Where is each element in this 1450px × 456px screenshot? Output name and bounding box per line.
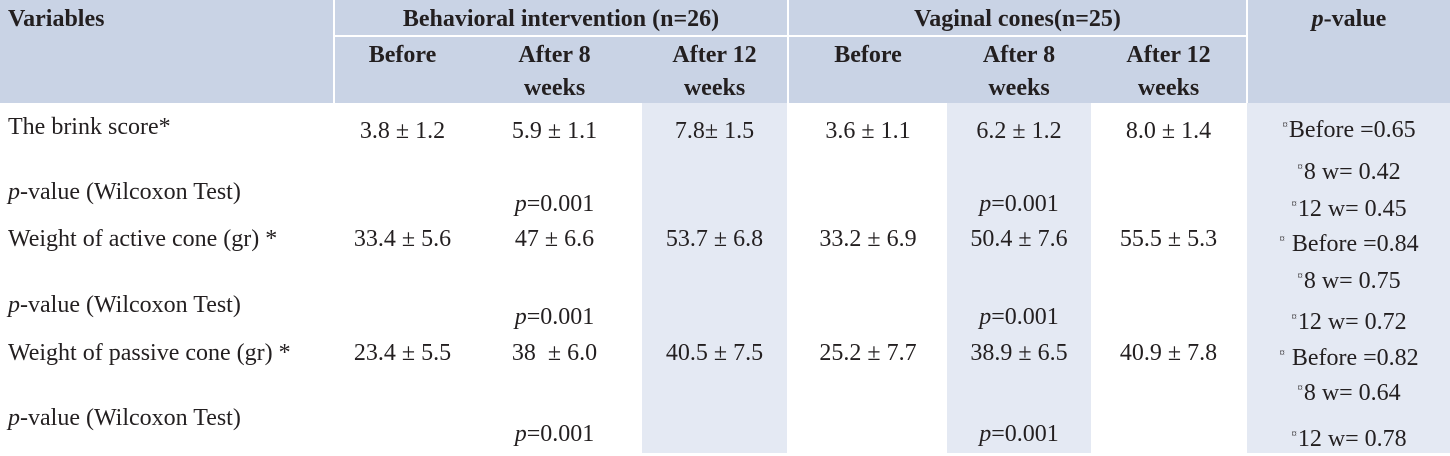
header-variables: Variables — [8, 6, 105, 32]
cell-passive-vc-pvalue: p=0.001 — [979, 421, 1059, 447]
subheader-vc-8w-line2: weeks — [988, 75, 1050, 101]
cell-passive-vc-8w: 38.9 ± 6.5 — [970, 340, 1068, 366]
row-label-passive-pvalue: p-value (Wilcoxon Test) — [8, 405, 241, 431]
cell-passive-vc-before: 25.2 ± 7.7 — [819, 340, 917, 366]
pvalue-passive-8w: ¤8 w= 0.64 — [1297, 380, 1401, 406]
row-label-passive-cone: Weight of passive cone (gr) * — [8, 340, 291, 366]
header-background — [0, 0, 1450, 103]
cell-brink-vc-pvalue: p=0.001 — [979, 191, 1059, 217]
cell-brink-bi-pvalue: p=0.001 — [514, 191, 595, 217]
header-hline-group — [333, 35, 1248, 37]
cell-active-bi-12w: 53.7 ± 6.8 — [665, 226, 764, 252]
cell-active-bi-8w: 47 ± 6.6 — [514, 226, 595, 252]
header-vline-3 — [1246, 0, 1248, 103]
cell-active-vc-12w: 55.5 ± 5.3 — [1119, 226, 1218, 252]
subheader-vc-12w-line2: weeks — [1137, 75, 1200, 101]
subheader-vc-8w-line1: After 8 — [982, 42, 1056, 68]
cell-passive-bi-12w: 40.5 ± 7.5 — [665, 340, 764, 366]
subheader-bi-8w-line1: After 8 — [518, 42, 591, 68]
header-pvalue: p-value — [1311, 6, 1387, 32]
subheader-bi-12w-line2: weeks — [683, 75, 746, 101]
cell-passive-bi-before: 23.4 ± 5.5 — [353, 340, 452, 366]
shaded-column-pvalue — [1247, 103, 1450, 453]
cell-active-vc-before: 33.2 ± 6.9 — [819, 226, 917, 252]
pvalue-passive-before: ¤ Before =0.82 — [1279, 345, 1419, 371]
pvalue-active-8w: ¤8 w= 0.75 — [1297, 268, 1401, 294]
row-label-brink: The brink score* — [8, 114, 171, 140]
header-vline-1 — [333, 0, 335, 103]
pvalue-passive-12w: ¤12 w= 0.78 — [1291, 426, 1407, 452]
subheader-bi-before: Before — [368, 42, 437, 68]
cell-passive-vc-12w: 40.9 ± 7.8 — [1119, 340, 1218, 366]
cell-brink-vc-12w: 8.0 ± 1.4 — [1125, 118, 1212, 144]
cell-brink-vc-8w: 6.2 ± 1.2 — [976, 118, 1062, 144]
header-group-behavioral: Behavioral intervention (n=26) — [402, 6, 720, 32]
pvalue-brink-before: ¤Before =0.65 — [1282, 117, 1416, 143]
cell-passive-bi-8w: 38 ± 6.0 — [511, 340, 598, 366]
subheader-vc-12w-line1: After 12 — [1126, 42, 1211, 68]
pvalue-active-before: ¤ Before =0.84 — [1279, 231, 1419, 257]
cell-active-bi-pvalue: p=0.001 — [514, 304, 595, 330]
row-label-active-cone: Weight of active cone (gr) * — [8, 226, 278, 252]
shaded-column-vc-8w — [947, 103, 1091, 453]
pvalue-active-12w: ¤12 w= 0.72 — [1291, 309, 1407, 335]
cell-brink-bi-12w: 7.8± 1.5 — [674, 118, 755, 144]
subheader-bi-8w-line2: weeks — [523, 75, 586, 101]
header-group-vaginal-cones: Vaginal cones(n=25) — [914, 6, 1121, 32]
pvalue-brink-8w: ¤8 w= 0.42 — [1297, 159, 1401, 185]
cell-brink-bi-8w: 5.9 ± 1.1 — [511, 118, 598, 144]
shaded-column-bi-12w — [642, 103, 787, 453]
row-label-brink-pvalue: p-value (Wilcoxon Test) — [8, 179, 241, 205]
cell-brink-vc-before: 3.6 ± 1.1 — [825, 118, 911, 144]
header-vline-2 — [787, 0, 789, 103]
subheader-vc-before: Before — [834, 42, 902, 68]
cell-brink-bi-before: 3.8 ± 1.2 — [359, 118, 446, 144]
pvalue-brink-12w: ¤12 w= 0.45 — [1291, 196, 1407, 222]
row-label-active-pvalue: p-value (Wilcoxon Test) — [8, 292, 241, 318]
cell-active-vc-8w: 50.4 ± 7.6 — [970, 226, 1068, 252]
cell-active-bi-before: 33.4 ± 5.6 — [353, 226, 452, 252]
cell-passive-bi-pvalue: p=0.001 — [514, 421, 595, 447]
subheader-bi-12w-line1: After 12 — [672, 42, 757, 68]
cell-active-vc-pvalue: p=0.001 — [979, 304, 1059, 330]
